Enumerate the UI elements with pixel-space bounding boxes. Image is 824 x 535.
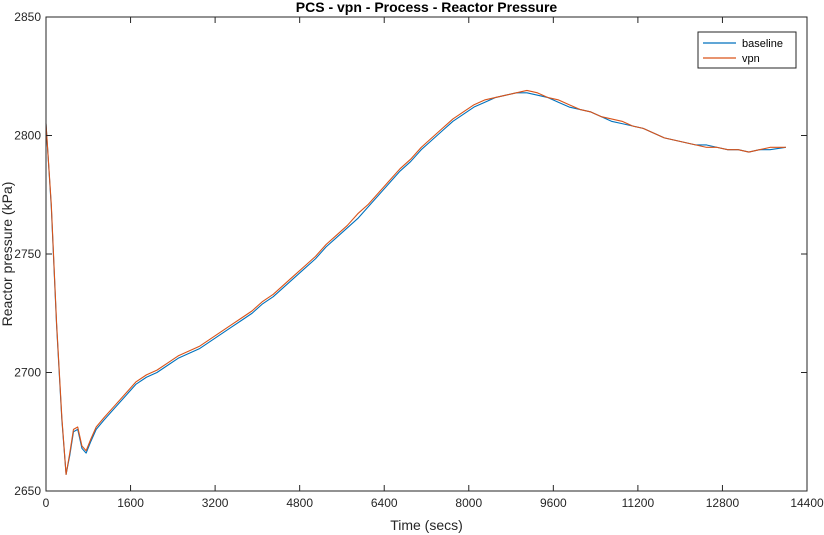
x-tick-label: 6400: [371, 496, 398, 510]
y-tick-label: 2850: [14, 10, 41, 24]
y-tick-label: 2750: [14, 247, 41, 261]
y-tick-label: 2650: [14, 484, 41, 498]
series-layer: [45, 89, 786, 475]
x-tick-label: 0: [43, 496, 50, 510]
legend: baseline vpn: [697, 31, 797, 69]
chart-title: PCS - vpn - Process - Reactor Pressure: [296, 0, 558, 15]
x-tick-label: 9600: [540, 496, 567, 510]
y-axis-label: Reactor pressure (kPa): [0, 182, 15, 327]
legend-box: [697, 31, 797, 69]
plot-area: [46, 17, 807, 491]
series-line-vpn: [45, 89, 786, 475]
x-tick-label: 8000: [455, 496, 482, 510]
x-tick-label: 4800: [286, 496, 313, 510]
ticks-layer: 0 1600 3200 4800 6400 8000 9600 11200 12800 14400…: [14, 10, 824, 510]
legend-label-baseline: baseline: [742, 38, 783, 50]
x-tick-label: 11200: [622, 496, 655, 510]
x-axis-label: Time (secs): [390, 517, 463, 533]
legend-label-vpn: vpn: [742, 53, 760, 65]
x-tick-label: 1600: [117, 496, 144, 510]
x-tick-label: 12800: [706, 496, 740, 510]
x-tick-label: 14400: [790, 496, 824, 510]
x-tick-label: 3200: [202, 496, 229, 510]
y-tick-label: 2700: [14, 366, 41, 380]
y-tick-label: 2800: [14, 129, 41, 143]
